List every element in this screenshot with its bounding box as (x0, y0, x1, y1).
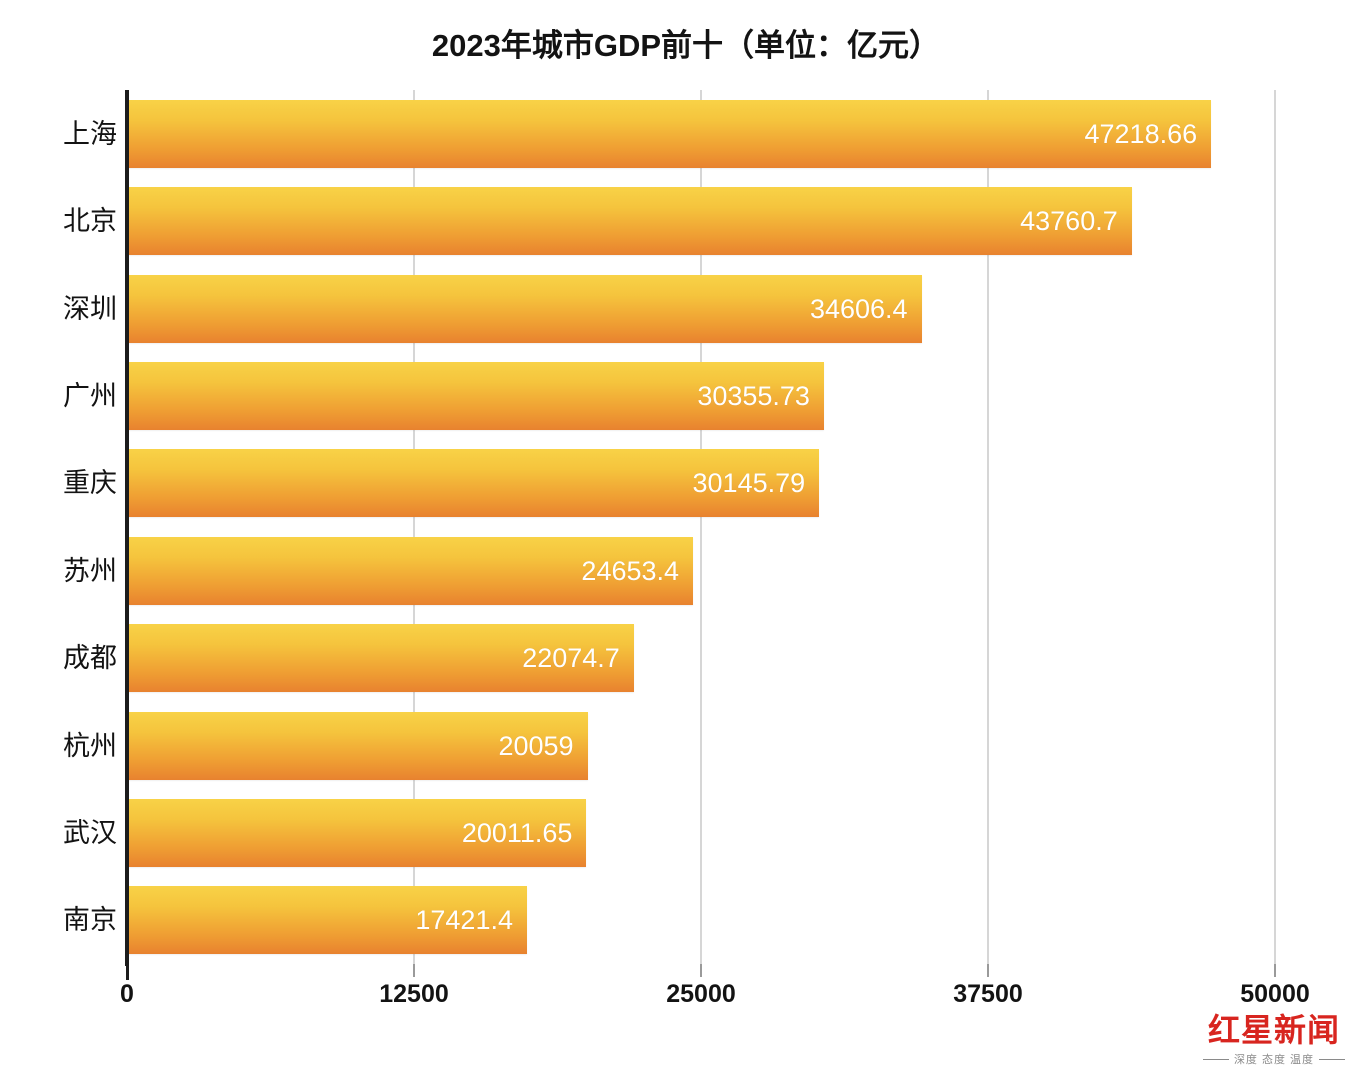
bar-value-label: 34606.4 (809, 293, 908, 324)
gridline (1274, 90, 1276, 964)
bar-value-label: 43760.7 (1020, 206, 1118, 237)
logo-rule-left (1202, 1058, 1229, 1060)
bar-row[interactable]: 20011.65 (127, 798, 1275, 867)
bar-row[interactable]: 47218.66 (127, 99, 1275, 168)
bar-value-label: 24653.4 (581, 555, 680, 586)
bar-value-label: 20011.65 (461, 817, 573, 848)
logo-wordmark: 红星新闻 (1207, 1011, 1340, 1049)
chart-title: 2023年城市GDP前十（单位：亿元） (431, 28, 941, 63)
x-tick-label: 12500 (379, 980, 449, 1008)
category-label: 南京 (63, 905, 117, 936)
category-label: 北京 (63, 206, 117, 237)
x-tick-label: 0 (120, 980, 134, 1008)
bar-value-label: 17421.4 (415, 905, 513, 936)
bar-value-label: 47218.66 (1084, 118, 1198, 149)
gridline (413, 90, 415, 964)
bar-value-label: 20059 (498, 730, 574, 761)
bar-row[interactable]: 20059 (127, 711, 1275, 780)
bar-row[interactable]: 22074.7 (127, 624, 1275, 693)
bar[interactable] (127, 449, 820, 518)
bar[interactable] (127, 798, 587, 867)
x-tick-label: 37500 (953, 980, 1023, 1008)
plot-area: 47218.66 43760.7 34606.4 30355.73 30145.79 24… (127, 90, 1276, 964)
logo-tagline: 深度 态度 温度 (1233, 1054, 1315, 1066)
bar-value-label: 30355.73 (697, 380, 810, 411)
bar-value-label: 22074.7 (522, 643, 620, 674)
bar[interactable] (127, 536, 694, 605)
bar[interactable] (127, 361, 824, 430)
bar-row[interactable]: 30145.79 (127, 449, 1275, 518)
bar-row[interactable]: 43760.7 (127, 187, 1275, 256)
bar[interactable] (127, 886, 527, 955)
x-tick-label: 50000 (1240, 980, 1310, 1008)
category-label: 广州 (63, 380, 117, 411)
bar-row[interactable]: 34606.4 (127, 274, 1275, 343)
bar-row[interactable]: 17421.4 (127, 886, 1275, 955)
bar[interactable] (127, 624, 634, 693)
x-tick-mark (987, 964, 989, 977)
bar[interactable] (127, 99, 1212, 168)
category-label: 成都 (63, 643, 117, 674)
x-axis: 0 12500 25000 37500 50000 (0, 964, 1372, 1024)
x-tick-mark (700, 964, 702, 977)
bar-value-label: 30145.79 (692, 468, 806, 499)
logo-tagline-wrap: 深度 态度 温度 (1190, 1051, 1358, 1067)
category-label: 深圳 (63, 293, 117, 324)
gridline (987, 90, 989, 964)
category-label: 重庆 (63, 468, 117, 499)
publisher-logo: 红星新闻 深度 态度 温度 (1190, 1010, 1358, 1076)
y-axis-line (125, 90, 129, 966)
category-label: 苏州 (63, 555, 117, 586)
x-tick-mark (126, 964, 129, 980)
bar-row[interactable]: 30355.73 (127, 361, 1275, 430)
x-tick-mark (1274, 964, 1276, 977)
x-tick-mark (413, 964, 415, 977)
category-label: 武汉 (63, 817, 117, 848)
bar[interactable] (127, 274, 922, 343)
x-tick-label: 25000 (666, 980, 736, 1008)
bar-row[interactable]: 24653.4 (127, 536, 1275, 605)
category-label: 上海 (63, 118, 117, 149)
bar[interactable] (127, 187, 1132, 256)
category-label: 杭州 (63, 730, 117, 761)
logo-rule-right (1319, 1058, 1346, 1060)
bar[interactable] (127, 711, 588, 780)
gridline (700, 90, 702, 964)
